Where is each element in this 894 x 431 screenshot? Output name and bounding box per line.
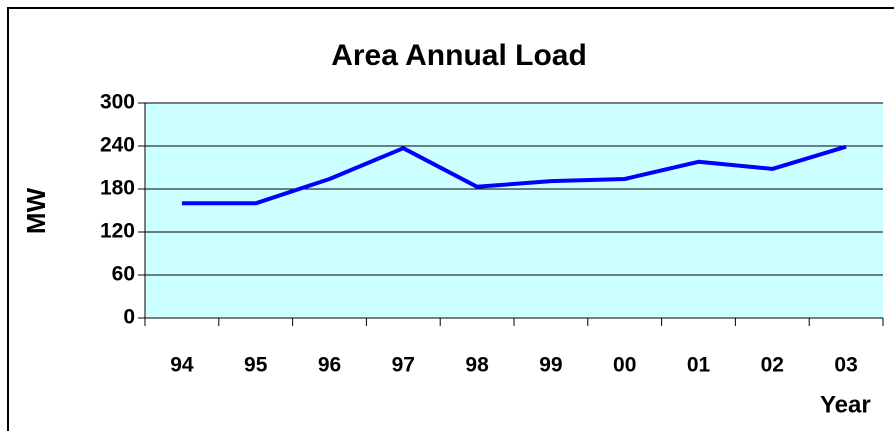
x-tick-label: 00 bbox=[613, 354, 636, 377]
x-tick-label: 02 bbox=[761, 354, 784, 377]
y-tick-label: 120 bbox=[100, 220, 135, 243]
y-tick-label: 180 bbox=[100, 177, 135, 200]
data-line bbox=[181, 144, 847, 206]
chart-title: Area Annual Load bbox=[331, 39, 587, 72]
x-tick-label: 96 bbox=[318, 354, 341, 377]
x-tick-label: 03 bbox=[834, 354, 857, 377]
y-tick-label: 300 bbox=[100, 91, 135, 114]
x-tick-label: 98 bbox=[465, 354, 489, 377]
x-tick-label: 95 bbox=[244, 354, 268, 377]
y-tick-label: 0 bbox=[123, 306, 135, 329]
plot-area bbox=[145, 103, 883, 318]
y-tick-label: 60 bbox=[112, 263, 135, 286]
x-axis-label: Year bbox=[820, 391, 871, 418]
x-tick-label: 01 bbox=[687, 354, 711, 377]
y-axis-label: MW bbox=[21, 187, 51, 234]
x-tick-label: 94 bbox=[170, 354, 194, 377]
x-tick-label: 97 bbox=[392, 354, 415, 377]
y-tick-label: 240 bbox=[100, 134, 135, 157]
x-tick-label: 99 bbox=[539, 354, 562, 377]
